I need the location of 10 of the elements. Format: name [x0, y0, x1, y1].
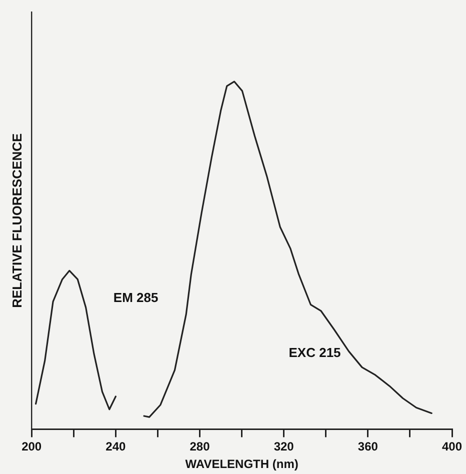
y-axis-title: RELATIVE FLUORESCENCE — [9, 133, 24, 308]
x-tick-label: 320 — [274, 440, 294, 454]
x-axis-title: WAVELENGTH (nm) — [185, 457, 298, 472]
x-tick-label: 400 — [442, 440, 462, 454]
x-tick-label: 240 — [106, 440, 126, 454]
x-tick-label: 280 — [190, 440, 210, 454]
series-label: EXC 215 — [288, 344, 341, 360]
text: EM 285 — [113, 290, 158, 306]
x-tick-label: 200 — [22, 440, 42, 454]
x-tick-label: 360 — [358, 440, 378, 454]
